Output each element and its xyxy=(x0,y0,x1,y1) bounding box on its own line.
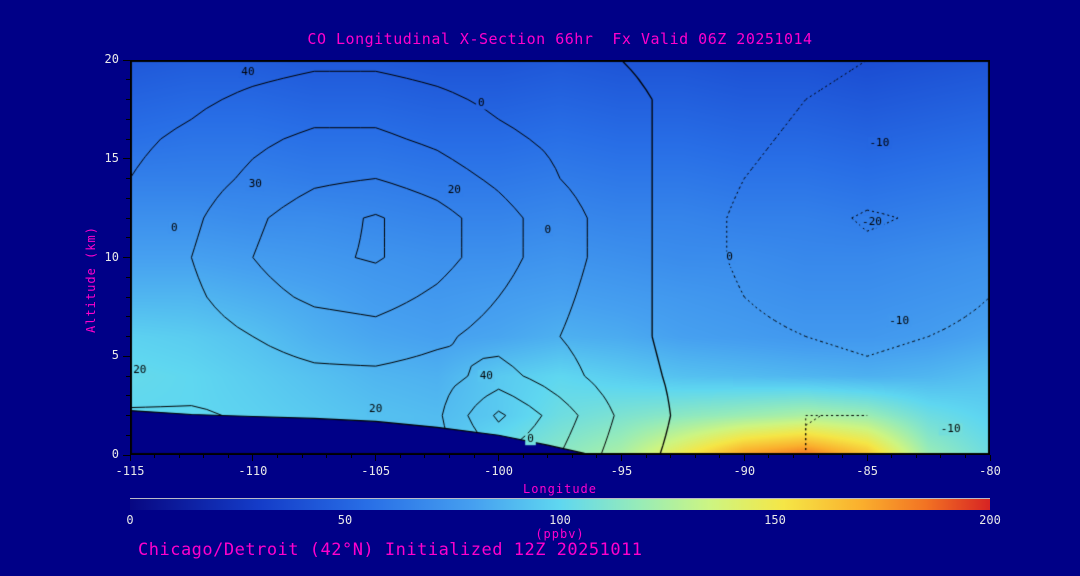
x-minor-tick xyxy=(817,455,819,458)
x-tick-label: -100 xyxy=(484,464,514,478)
x-minor-tick xyxy=(719,455,721,458)
x-tick-label: -90 xyxy=(733,464,756,478)
y-axis-label: Altitude (km) xyxy=(84,226,98,334)
colorbar-tick-label: 50 xyxy=(337,513,353,527)
y-tick-label: 5 xyxy=(111,348,119,363)
x-minor-tick xyxy=(326,455,328,458)
x-minor-tick xyxy=(768,455,770,458)
x-tick-label: -85 xyxy=(856,464,878,478)
x-tick-label: -95 xyxy=(610,464,633,478)
x-minor-tick xyxy=(178,455,180,458)
x-minor-tick xyxy=(964,455,966,458)
x-minor-tick xyxy=(473,455,475,458)
y-minor-tick xyxy=(126,79,130,81)
x-tick-mark xyxy=(866,455,868,461)
x-tick-mark xyxy=(620,455,622,461)
footer-caption: Chicago/Detroit (42°N) Initialized 12Z 2… xyxy=(138,540,643,560)
x-minor-tick xyxy=(645,455,647,458)
x-minor-tick xyxy=(522,455,524,458)
x-minor-tick xyxy=(203,455,205,458)
x-tick-mark xyxy=(375,455,377,461)
x-minor-tick xyxy=(350,455,352,458)
x-minor-tick xyxy=(792,455,794,458)
x-minor-tick xyxy=(842,455,844,458)
y-tick-mark xyxy=(123,257,130,258)
y-tick-mark xyxy=(123,59,130,61)
y-minor-tick xyxy=(126,434,130,436)
y-minor-tick xyxy=(126,336,130,337)
x-minor-tick xyxy=(399,455,401,458)
y-minor-tick xyxy=(126,375,130,377)
x-minor-tick xyxy=(547,455,549,458)
x-tick-label: -80 xyxy=(979,464,1001,478)
x-tick-mark xyxy=(743,455,745,461)
y-tick-label: 15 xyxy=(104,150,119,165)
colorbar-tick-label: 100 xyxy=(549,513,571,527)
x-tick-mark xyxy=(498,455,500,461)
x-minor-tick xyxy=(227,455,229,458)
x-minor-tick xyxy=(670,455,672,458)
x-minor-tick xyxy=(940,455,942,458)
y-minor-tick xyxy=(126,237,130,239)
y-minor-tick xyxy=(126,178,130,179)
xsection-plot-canvas xyxy=(130,60,990,455)
y-minor-tick xyxy=(126,395,130,397)
x-tick-label: -110 xyxy=(238,464,268,478)
colorbar-tick-label: 200 xyxy=(979,513,1001,527)
x-minor-tick xyxy=(891,455,893,458)
x-minor-tick xyxy=(154,455,156,458)
x-minor-tick xyxy=(424,455,426,458)
y-minor-tick xyxy=(126,316,130,318)
x-minor-tick xyxy=(571,455,573,458)
chart-title: CO Longitudinal X-Section 66hr Fx Valid … xyxy=(307,30,813,48)
y-tick-mark xyxy=(123,158,130,160)
y-minor-tick xyxy=(126,276,130,278)
y-minor-tick xyxy=(126,415,130,416)
colorbar xyxy=(130,498,990,510)
y-minor-tick xyxy=(126,296,130,298)
y-minor-tick xyxy=(126,99,130,100)
x-minor-tick xyxy=(448,455,450,458)
x-tick-mark xyxy=(252,455,254,461)
x-minor-tick xyxy=(694,455,696,458)
y-tick-label: 0 xyxy=(111,447,119,461)
y-minor-tick xyxy=(126,197,130,199)
colorbar-units-label: (ppbv) xyxy=(535,527,585,541)
x-minor-tick xyxy=(915,455,917,458)
y-minor-tick xyxy=(126,217,130,219)
y-tick-mark xyxy=(123,355,130,357)
x-tick-label: -105 xyxy=(361,464,391,478)
y-tick-label: 20 xyxy=(104,52,119,66)
colorbar-tick-label: 150 xyxy=(764,513,786,527)
x-axis-label: Longitude xyxy=(522,482,598,496)
y-tick-mark xyxy=(123,454,130,456)
x-tick-mark xyxy=(989,455,991,461)
y-minor-tick xyxy=(126,138,130,140)
colorbar-tick-label: 0 xyxy=(126,513,134,527)
y-tick-label: 10 xyxy=(104,249,119,264)
x-minor-tick xyxy=(596,455,598,458)
x-minor-tick xyxy=(301,455,303,458)
x-minor-tick xyxy=(276,455,278,458)
y-minor-tick xyxy=(126,118,130,120)
x-tick-mark xyxy=(129,455,131,461)
x-tick-label: -115 xyxy=(115,464,145,478)
